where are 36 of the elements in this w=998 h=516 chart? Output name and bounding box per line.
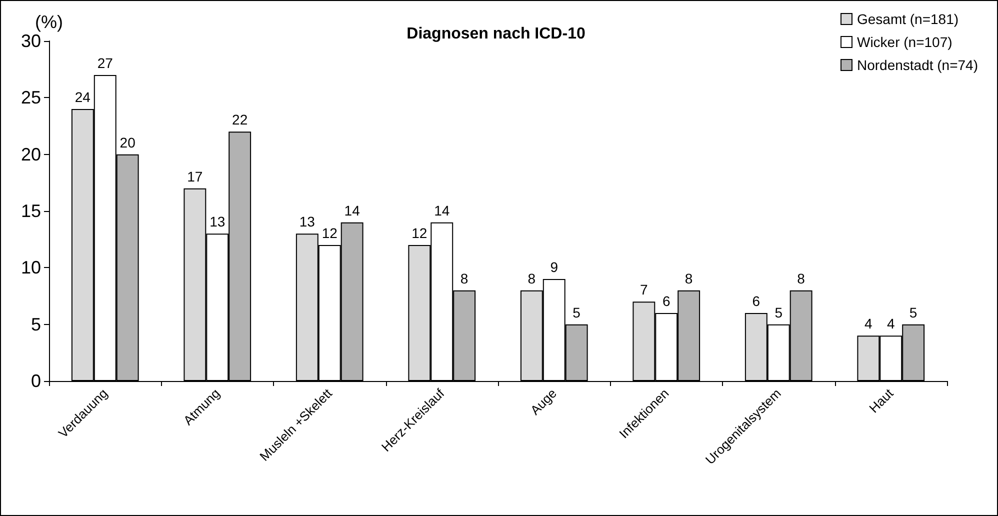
data-label: 7 — [640, 282, 648, 298]
data-label: 8 — [684, 270, 693, 286]
chart-title: Diagnosen nach ICD-10 — [406, 26, 586, 42]
legend-label: Wicker (n=107) — [856, 34, 952, 50]
data-label: 6 — [752, 293, 760, 309]
y-tick-label: 0 — [30, 371, 41, 391]
y-tick-label: 30 — [20, 31, 41, 51]
y-tick-label: 25 — [20, 88, 41, 108]
y-tick-label: 10 — [20, 258, 41, 278]
data-label: 4 — [864, 316, 873, 332]
y-tick-label: 15 — [20, 201, 41, 221]
data-label: 14 — [344, 202, 360, 218]
data-label: 20 — [120, 134, 136, 150]
data-label: 17 — [187, 168, 203, 184]
data-label: 12 — [412, 225, 428, 241]
y-axis-title: (%) — [35, 12, 63, 32]
data-label: 13 — [299, 214, 316, 230]
legend-label: Nordenstadt (n=74) — [856, 57, 978, 73]
data-label: 12 — [322, 225, 338, 241]
legend-label: Gesamt (n=181) — [856, 11, 959, 27]
data-label: 6 — [662, 293, 670, 309]
data-label: 13 — [210, 214, 226, 230]
data-label: 8 — [528, 270, 536, 286]
data-label: 5 — [572, 304, 581, 320]
data-label: 24 — [74, 89, 91, 105]
data-label: 9 — [550, 259, 558, 275]
data-label: 8 — [797, 270, 806, 286]
data-label: 4 — [886, 316, 895, 332]
data-label: 22 — [232, 112, 248, 128]
data-label: 14 — [434, 202, 450, 218]
data-label: 5 — [774, 304, 783, 320]
data-label: 8 — [460, 270, 468, 286]
data-label: 5 — [909, 304, 918, 320]
y-tick-label: 5 — [30, 314, 41, 334]
y-tick-label: 20 — [20, 144, 41, 164]
data-label: 27 — [97, 55, 114, 71]
